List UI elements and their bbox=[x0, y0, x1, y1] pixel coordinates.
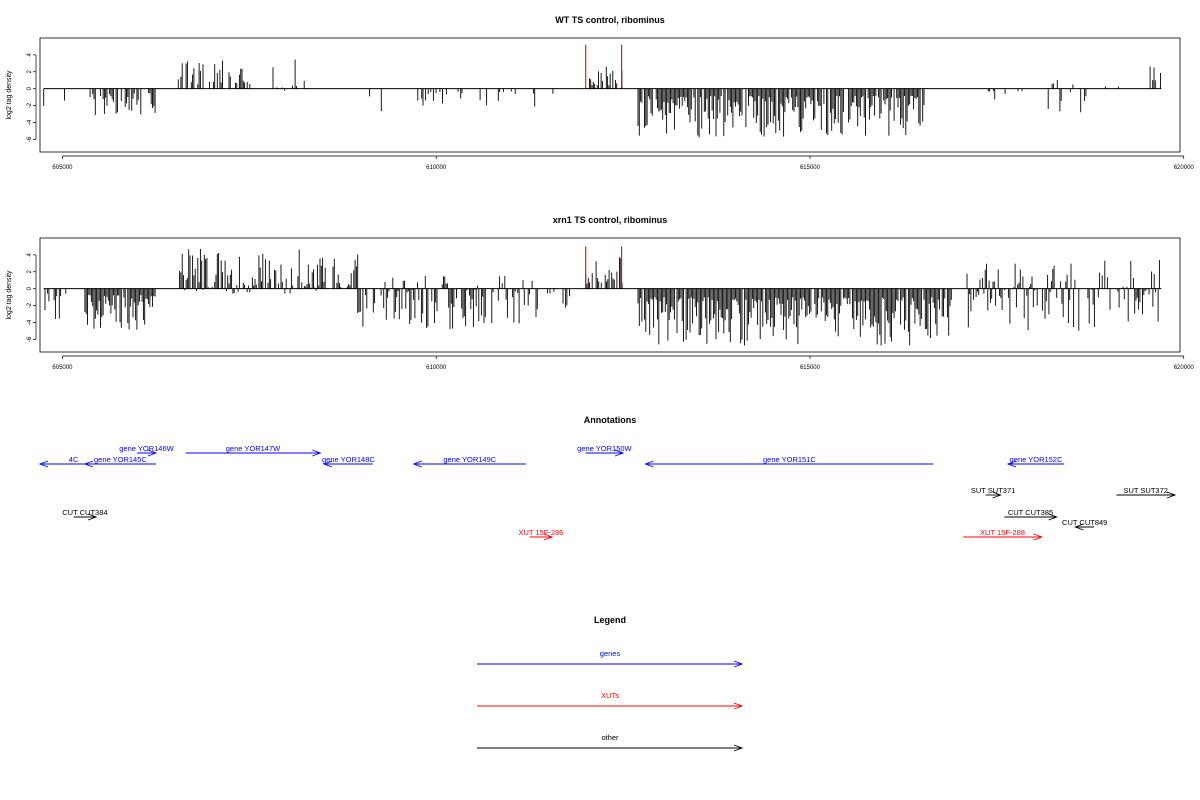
feature-arrow-head bbox=[733, 702, 744, 710]
y-tick-label: 0 bbox=[27, 86, 33, 90]
wt-highlight-bars bbox=[585, 44, 623, 89]
x-tick-label: 605000 bbox=[52, 165, 73, 171]
annotation-feature: gene YOR149C bbox=[412, 455, 526, 468]
wt-y-axis: -6 -4 -2 0 2 4 bbox=[27, 53, 37, 142]
wt-y-axis-label: log2 tag density bbox=[6, 70, 13, 120]
legend-item: other bbox=[477, 733, 744, 752]
legend-item: genes bbox=[477, 649, 744, 668]
y-tick-label: 2 bbox=[27, 69, 33, 73]
annotation-label: CUT CUT384 bbox=[62, 508, 107, 517]
feature-arrow-head bbox=[543, 533, 554, 541]
feature-arrow-head bbox=[38, 460, 49, 468]
annotation-label: gene YOR149C bbox=[443, 455, 496, 464]
annotation-feature: gene YOR146W bbox=[119, 444, 175, 457]
annotation-feature: gene YOR151C bbox=[644, 455, 934, 468]
y-tick-label: 2 bbox=[27, 269, 33, 273]
annotation-features: 4C gene YOR146W gene YOR145C gene YOR147W ge… bbox=[38, 444, 1177, 541]
annotation-feature: CUT CUT385 bbox=[1004, 508, 1058, 521]
annotation-feature: SUT SUT371 bbox=[971, 486, 1015, 499]
annotation-feature: SUT SUT372 bbox=[1116, 486, 1177, 499]
annotation-label: gene YOR151C bbox=[763, 455, 816, 464]
feature-arrow-head bbox=[733, 744, 744, 752]
annotations-panel: Annotations 4C gene YOR146W gene YOR145C ge… bbox=[38, 415, 1177, 541]
feature-arrow-head bbox=[614, 449, 625, 457]
annotation-label: gene YOR150W bbox=[577, 444, 632, 453]
feature-arrow-head bbox=[412, 460, 422, 468]
legend-item: XUTs bbox=[477, 691, 744, 710]
annotation-label: 4C bbox=[69, 455, 79, 464]
annotation-feature: CUT CUT384 bbox=[62, 508, 108, 521]
xrn1-y-axis-label: log2 tag density bbox=[6, 270, 13, 320]
feature-arrow-head bbox=[1033, 533, 1043, 541]
feature-arrow-head bbox=[312, 449, 322, 457]
wt-track-title: WT TS control, ribominus bbox=[555, 15, 665, 25]
annotation-feature: gene YOR148C bbox=[322, 455, 375, 468]
annotation-label: SUT SUT371 bbox=[971, 486, 1015, 495]
y-tick-label: -2 bbox=[27, 102, 33, 108]
annotation-feature: gene YOR147W bbox=[185, 444, 322, 457]
feature-arrow-head bbox=[87, 513, 98, 521]
xrn1-bars bbox=[44, 248, 1160, 346]
y-tick-label: -4 bbox=[27, 119, 33, 125]
xrn1-track-title: xrn1 TS control, ribominus bbox=[553, 215, 668, 225]
wt-track-panel: WT TS control, ribominus log2 tag densit… bbox=[6, 15, 1194, 171]
xrn1-highlight-bars bbox=[585, 246, 623, 289]
annotation-feature: XUT 15F-288 bbox=[963, 528, 1043, 541]
feature-arrow-head bbox=[1006, 460, 1017, 468]
legend-title: Legend bbox=[594, 615, 626, 625]
legend-items: genes XUTs other bbox=[477, 649, 744, 752]
x-tick-label: 605000 bbox=[52, 365, 73, 371]
annotation-feature: gene YOR152C bbox=[1006, 455, 1065, 468]
annotation-label: XUT 15F-286 bbox=[518, 528, 563, 537]
legend-label: genes bbox=[600, 649, 621, 658]
annotation-label: gene YOR146W bbox=[119, 444, 174, 453]
feature-arrow-head bbox=[147, 449, 158, 457]
annotation-feature: XUT 15F-286 bbox=[518, 528, 563, 541]
annotations-title: Annotations bbox=[584, 415, 637, 425]
y-tick-label: -6 bbox=[27, 336, 33, 342]
x-tick-label: 610000 bbox=[426, 165, 447, 171]
annotation-label: gene YOR145C bbox=[94, 455, 147, 464]
feature-arrow-head bbox=[83, 460, 94, 468]
legend-panel: Legend genes XUTs other bbox=[477, 615, 744, 752]
xrn1-plot-frame bbox=[39, 237, 1181, 353]
y-tick-label: -2 bbox=[27, 302, 33, 308]
legend-label: XUTs bbox=[601, 691, 619, 700]
x-tick-label: 615000 bbox=[800, 365, 821, 371]
feature-arrow-head bbox=[992, 491, 1002, 499]
legend-label: other bbox=[601, 733, 619, 742]
annotation-label: XUT 15F-288 bbox=[980, 528, 1025, 537]
feature-arrow-head bbox=[322, 460, 333, 468]
y-tick-label: 4 bbox=[27, 53, 33, 57]
annotation-feature: CUT CUT849 bbox=[1062, 518, 1107, 531]
feature-arrow-head bbox=[1074, 523, 1084, 531]
xrn1-x-axis: 605000 610000 615000 620000 bbox=[52, 355, 1195, 371]
xrn1-y-axis: -6 -4 -2 0 2 4 bbox=[27, 253, 37, 342]
wt-bars bbox=[43, 59, 1161, 138]
feature-arrow-head bbox=[733, 660, 744, 668]
x-tick-label: 620000 bbox=[1174, 365, 1195, 371]
y-tick-label: -6 bbox=[27, 136, 33, 142]
wt-plot-frame bbox=[39, 37, 1181, 153]
annotation-label: SUT SUT372 bbox=[1123, 486, 1167, 495]
annotation-label: gene YOR152C bbox=[1010, 455, 1063, 464]
feature-arrow-head bbox=[1048, 513, 1058, 521]
xrn1-track-panel: xrn1 TS control, ribominus log2 tag dens… bbox=[6, 215, 1194, 371]
x-tick-label: 615000 bbox=[800, 165, 821, 171]
wt-x-axis: 605000 610000 615000 620000 bbox=[52, 155, 1195, 171]
y-tick-label: 0 bbox=[27, 286, 33, 290]
annotation-label: gene YOR147W bbox=[226, 444, 281, 453]
x-tick-label: 610000 bbox=[426, 365, 447, 371]
feature-arrow-head bbox=[644, 460, 654, 468]
annotation-label: CUT CUT385 bbox=[1008, 508, 1053, 517]
annotation-feature: gene YOR145C bbox=[83, 455, 156, 468]
annotation-label: CUT CUT849 bbox=[1062, 518, 1107, 527]
annotation-feature: gene YOR150W bbox=[577, 444, 633, 457]
x-tick-label: 620000 bbox=[1174, 165, 1195, 171]
y-tick-label: -4 bbox=[27, 319, 33, 325]
feature-arrow-head bbox=[1166, 491, 1177, 499]
annotation-label: gene YOR148C bbox=[322, 455, 375, 464]
y-tick-label: 4 bbox=[27, 253, 33, 257]
